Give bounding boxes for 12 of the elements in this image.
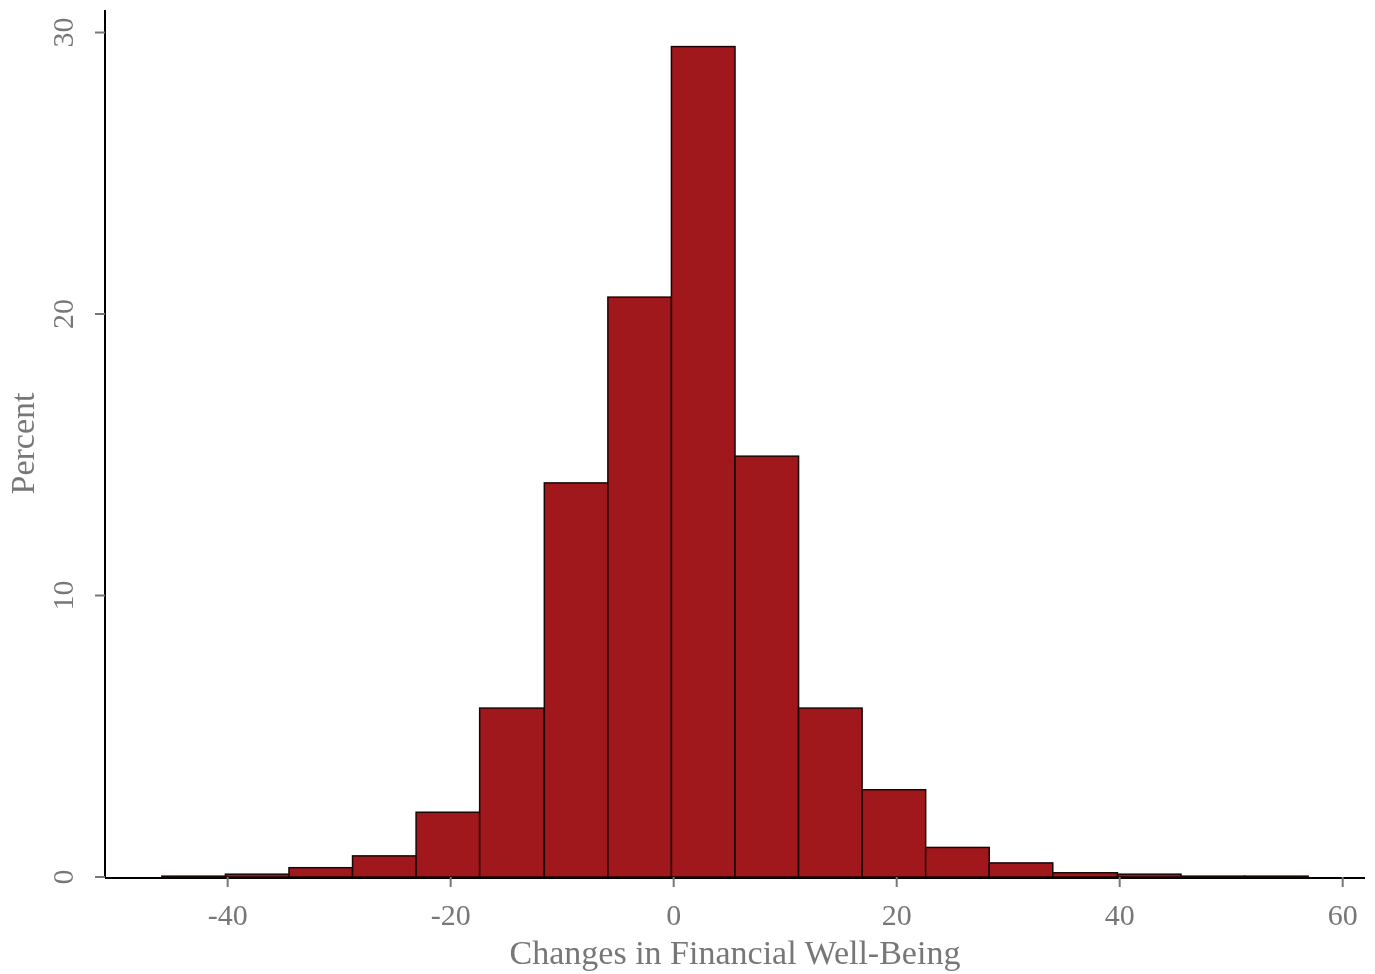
x-tick-label: 60 (1327, 898, 1358, 931)
x-tick-label: 40 (1104, 898, 1135, 931)
x-tick-label: 20 (881, 898, 912, 931)
y-tick-label: 10 (46, 580, 79, 611)
y-tick-label: 0 (46, 869, 79, 885)
y-tick-label: 20 (46, 299, 79, 330)
y-tick-label: 30 (46, 17, 79, 48)
x-tick-label: -40 (207, 898, 248, 931)
x-axis-title: Changes in Financial Well-Being (509, 934, 961, 971)
x-tick-label: 0 (666, 898, 682, 931)
y-axis-title: Percent (4, 391, 41, 495)
x-tick-label: -20 (430, 898, 471, 931)
